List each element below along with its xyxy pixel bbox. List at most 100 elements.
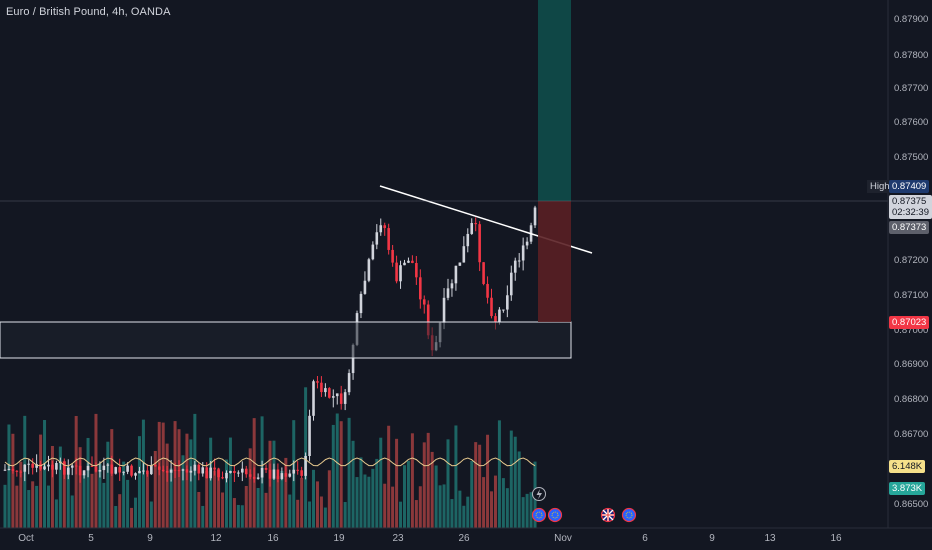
- volume-bar: [493, 475, 497, 528]
- volume-bar: [248, 448, 252, 528]
- support-zone-rectangle[interactable]: [0, 321, 572, 359]
- candle-body: [98, 470, 102, 472]
- volume-bar: [126, 479, 130, 528]
- candle-body: [478, 224, 481, 263]
- volume-bar: [177, 429, 181, 528]
- volume-bar: [31, 481, 35, 528]
- candle-body: [304, 455, 307, 476]
- volume-bar: [98, 463, 102, 528]
- volume-bar: [58, 446, 62, 528]
- volume-bar: [399, 501, 403, 528]
- candle-body: [403, 262, 406, 266]
- volume-bar: [315, 481, 319, 528]
- time-axis[interactable]: [0, 528, 888, 550]
- candle-body: [379, 225, 383, 233]
- volume-bar: [450, 499, 454, 528]
- time-tick: 12: [210, 533, 222, 544]
- target-zone[interactable]: [538, 0, 571, 201]
- candle-body: [233, 470, 236, 474]
- volume-bar: [430, 451, 434, 528]
- candle-body: [130, 465, 133, 476]
- volume-badge: 3.873K: [889, 482, 926, 495]
- candle-body: [292, 469, 296, 474]
- volume-bar: [114, 506, 118, 528]
- candle-body: [316, 381, 319, 383]
- volume-bar: [446, 439, 450, 528]
- volume-bar: [181, 455, 185, 528]
- volume-bar: [197, 491, 201, 528]
- volume-bar: [43, 420, 47, 528]
- candle-body: [272, 469, 276, 479]
- price-tick: 0.86500: [894, 499, 929, 510]
- candle-body: [419, 277, 422, 300]
- time-tick: 23: [392, 533, 404, 544]
- time-tick: 6: [642, 533, 648, 544]
- eu-flag-icon[interactable]: [547, 507, 563, 523]
- time-tick: 26: [458, 533, 470, 544]
- volume-bar: [62, 460, 66, 528]
- volume-bar: [517, 451, 521, 528]
- stop-zone[interactable]: [538, 201, 571, 322]
- high-label: High: [867, 180, 893, 193]
- volume-bar: [319, 496, 323, 528]
- candle-body: [110, 464, 114, 474]
- candle-body: [367, 259, 371, 281]
- lightning-icon[interactable]: [532, 487, 546, 501]
- candle-body: [450, 283, 454, 289]
- candle-body: [118, 467, 121, 473]
- volume-bar: [418, 486, 422, 528]
- volume-ma-badge: 6.148K: [889, 460, 926, 473]
- candle-body: [328, 388, 331, 398]
- time-tick: 13: [764, 533, 776, 544]
- volume-bar: [335, 413, 339, 528]
- candle-body: [35, 464, 38, 468]
- volume-bar: [165, 443, 169, 528]
- candle-body: [39, 464, 42, 470]
- candle-body: [70, 465, 74, 468]
- candle-body: [19, 471, 23, 473]
- uk-flag-icon[interactable]: [600, 507, 616, 523]
- volume-bar: [232, 498, 236, 528]
- candle-body: [343, 392, 347, 404]
- volume-bar: [70, 495, 74, 528]
- volume-bar: [410, 433, 414, 528]
- time-tick: 9: [147, 533, 153, 544]
- candle-body: [201, 467, 205, 474]
- candle-body: [173, 469, 177, 471]
- candle-body: [466, 233, 470, 247]
- volume-bar: [505, 488, 509, 528]
- candle-body: [308, 415, 311, 456]
- bar-countdown: 02:32:39: [892, 207, 929, 218]
- candle-body: [66, 467, 70, 475]
- volume-bar: [284, 457, 288, 528]
- candle-body: [165, 470, 169, 473]
- price-tick: 0.87700: [894, 83, 929, 94]
- volume-bar: [462, 505, 466, 528]
- candle-body: [533, 207, 537, 226]
- candle-body: [498, 309, 501, 322]
- candle-body: [288, 473, 292, 477]
- candle-body: [82, 470, 86, 476]
- candle-body: [94, 466, 98, 472]
- volume-bar: [347, 417, 351, 528]
- candle-body: [320, 382, 323, 393]
- volume-bar: [66, 466, 70, 528]
- candle-body: [90, 465, 94, 467]
- volume-bar: [470, 460, 474, 528]
- candle-body: [486, 283, 489, 298]
- eu-flag-icon[interactable]: [531, 507, 547, 523]
- eu-flag-icon[interactable]: [621, 507, 637, 523]
- candle-body: [268, 469, 272, 479]
- candle-body: [150, 465, 153, 475]
- volume-bar: [11, 433, 15, 528]
- candle-body: [55, 463, 58, 470]
- volume-bar: [221, 492, 225, 528]
- candle-body: [415, 263, 418, 278]
- volume-bar: [189, 439, 193, 528]
- candle-body: [197, 464, 201, 474]
- time-tick: Oct: [18, 533, 34, 544]
- candle-body: [102, 465, 106, 471]
- price-tick: 0.86800: [894, 394, 929, 405]
- volume-bar: [426, 432, 430, 528]
